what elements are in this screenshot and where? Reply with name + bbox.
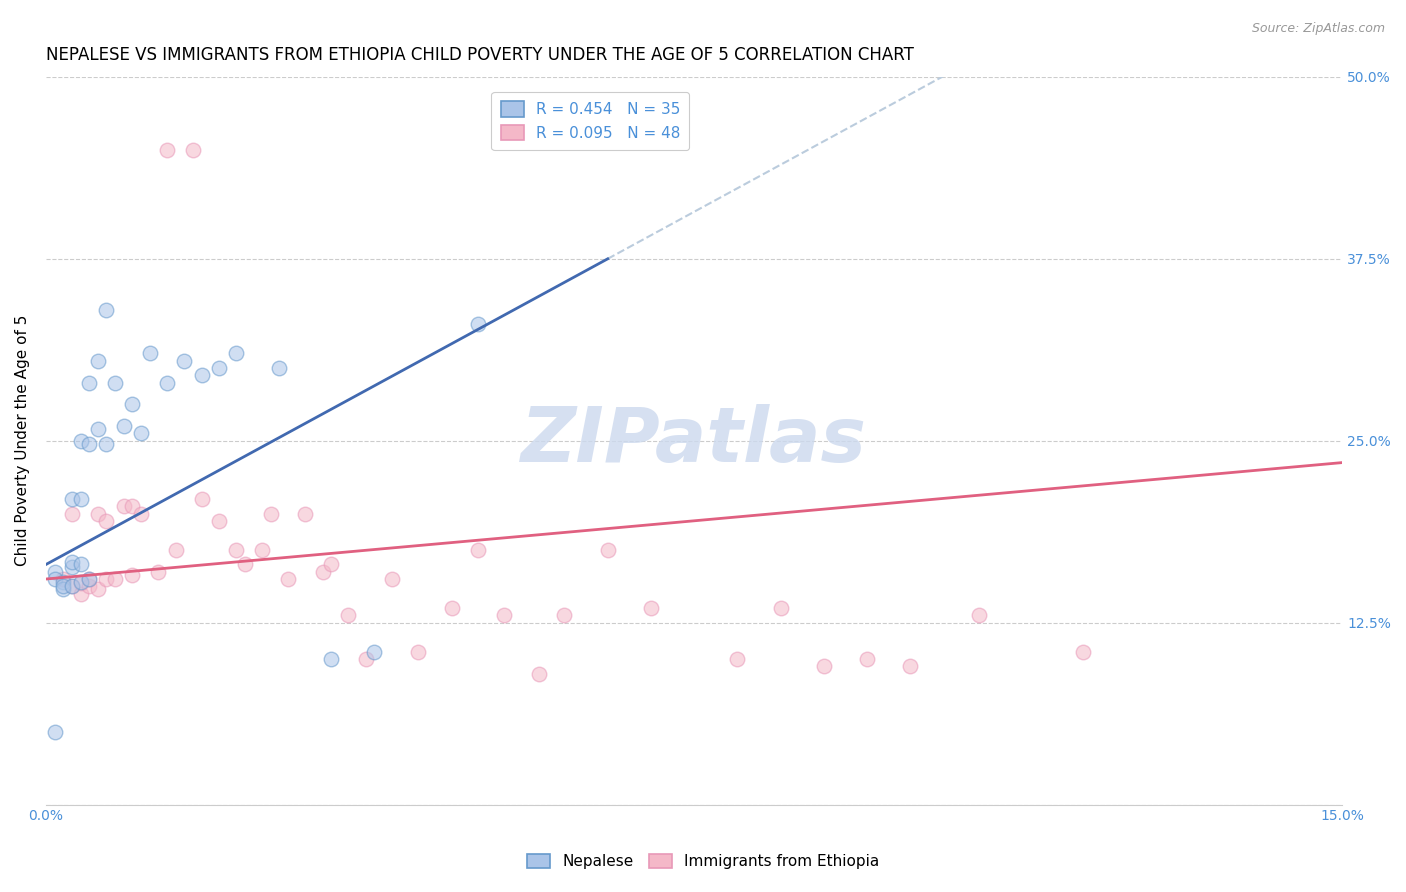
Point bbox=[725, 652, 748, 666]
Point bbox=[311, 565, 333, 579]
Point bbox=[60, 579, 83, 593]
Point bbox=[112, 500, 135, 514]
Point bbox=[269, 361, 291, 376]
Point bbox=[321, 558, 343, 572]
Point bbox=[381, 572, 404, 586]
Point bbox=[77, 579, 100, 593]
Point bbox=[225, 542, 247, 557]
Point bbox=[527, 666, 550, 681]
Point bbox=[121, 500, 143, 514]
Point bbox=[52, 572, 75, 586]
Point bbox=[44, 724, 66, 739]
Point bbox=[898, 659, 921, 673]
Point bbox=[96, 572, 118, 586]
Point bbox=[52, 579, 75, 593]
Point bbox=[492, 608, 515, 623]
Point bbox=[77, 572, 100, 586]
Legend: R = 0.454   N = 35, R = 0.095   N = 48: R = 0.454 N = 35, R = 0.095 N = 48 bbox=[492, 92, 689, 150]
Point bbox=[406, 645, 429, 659]
Text: ZIPatlas: ZIPatlas bbox=[522, 404, 868, 478]
Point bbox=[294, 507, 316, 521]
Point bbox=[60, 491, 83, 506]
Point bbox=[60, 555, 83, 569]
Point bbox=[467, 542, 489, 557]
Point bbox=[769, 601, 792, 615]
Point bbox=[87, 507, 110, 521]
Point bbox=[44, 565, 66, 579]
Point bbox=[69, 434, 91, 448]
Point bbox=[121, 567, 143, 582]
Point bbox=[856, 652, 879, 666]
Point bbox=[112, 419, 135, 434]
Point bbox=[77, 572, 100, 586]
Point bbox=[96, 514, 118, 528]
Text: Source: ZipAtlas.com: Source: ZipAtlas.com bbox=[1251, 22, 1385, 36]
Point bbox=[77, 436, 100, 450]
Point bbox=[321, 652, 343, 666]
Point bbox=[87, 422, 110, 436]
Point bbox=[77, 376, 100, 390]
Point bbox=[60, 560, 83, 574]
Point bbox=[87, 353, 110, 368]
Point bbox=[596, 542, 619, 557]
Point bbox=[148, 565, 170, 579]
Point bbox=[129, 507, 152, 521]
Point bbox=[104, 376, 127, 390]
Point bbox=[165, 542, 187, 557]
Legend: Nepalese, Immigrants from Ethiopia: Nepalese, Immigrants from Ethiopia bbox=[520, 848, 886, 875]
Point bbox=[225, 346, 247, 360]
Point bbox=[69, 586, 91, 600]
Point bbox=[181, 143, 204, 157]
Point bbox=[96, 436, 118, 450]
Point bbox=[121, 397, 143, 411]
Point bbox=[52, 582, 75, 597]
Point bbox=[1071, 645, 1094, 659]
Point bbox=[69, 491, 91, 506]
Point bbox=[363, 645, 385, 659]
Y-axis label: Child Poverty Under the Age of 5: Child Poverty Under the Age of 5 bbox=[15, 315, 30, 566]
Point bbox=[129, 426, 152, 441]
Point bbox=[44, 572, 66, 586]
Point bbox=[96, 302, 118, 317]
Point bbox=[354, 652, 377, 666]
Point bbox=[60, 507, 83, 521]
Point bbox=[441, 601, 464, 615]
Point bbox=[467, 318, 489, 332]
Point bbox=[208, 361, 231, 376]
Point bbox=[190, 491, 212, 506]
Point bbox=[969, 608, 991, 623]
Point bbox=[156, 376, 179, 390]
Point bbox=[60, 579, 83, 593]
Point bbox=[87, 582, 110, 597]
Point bbox=[260, 507, 283, 521]
Point bbox=[52, 574, 75, 589]
Point bbox=[69, 574, 91, 589]
Point bbox=[69, 576, 91, 591]
Point bbox=[138, 346, 160, 360]
Point bbox=[813, 659, 835, 673]
Point bbox=[208, 514, 231, 528]
Point bbox=[173, 353, 195, 368]
Point bbox=[156, 143, 179, 157]
Point bbox=[277, 572, 299, 586]
Point bbox=[250, 542, 273, 557]
Point bbox=[190, 368, 212, 383]
Point bbox=[69, 558, 91, 572]
Point bbox=[337, 608, 360, 623]
Point bbox=[640, 601, 662, 615]
Point bbox=[104, 572, 127, 586]
Point bbox=[553, 608, 575, 623]
Text: NEPALESE VS IMMIGRANTS FROM ETHIOPIA CHILD POVERTY UNDER THE AGE OF 5 CORRELATIO: NEPALESE VS IMMIGRANTS FROM ETHIOPIA CHI… bbox=[46, 46, 914, 64]
Point bbox=[233, 558, 256, 572]
